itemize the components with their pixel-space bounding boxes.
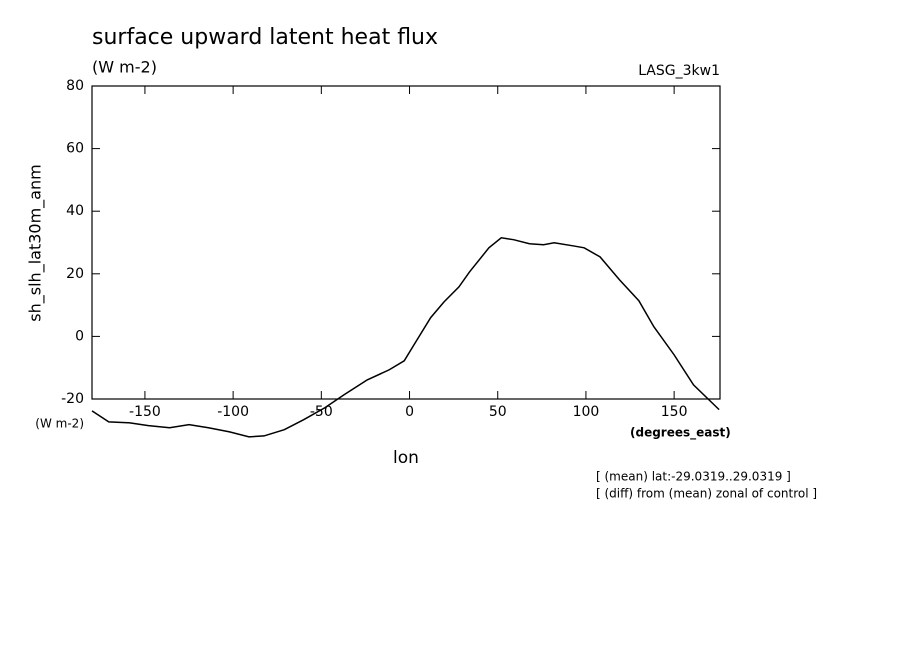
y-tick-label: 20 xyxy=(66,266,84,282)
x-tick-label: -100 xyxy=(217,404,249,420)
x-axis-label: lon xyxy=(393,448,419,468)
data-line xyxy=(91,237,720,438)
x-units: (degrees_east) xyxy=(630,426,731,441)
x-tick-label: 0 xyxy=(405,404,414,420)
y-units: (W m-2) xyxy=(35,417,84,431)
y-tick-label: -20 xyxy=(61,391,84,407)
plot-frame xyxy=(91,85,721,400)
y-tick-label: 60 xyxy=(66,141,84,157)
chart-title: surface upward latent heat flux xyxy=(92,25,438,50)
dataset-label: LASG_3kw1 xyxy=(638,63,720,79)
x-tick-label: 150 xyxy=(661,404,688,420)
note: [ (diff) from (mean) zonal of control ] xyxy=(596,487,817,501)
chart-subtitle: (W m-2) xyxy=(92,58,157,77)
x-tick-label: 100 xyxy=(573,404,600,420)
y-tick-label: 40 xyxy=(66,203,84,219)
x-tick-label: -150 xyxy=(129,404,161,420)
y-tick-label: 0 xyxy=(75,328,84,344)
note: [ (mean) lat:-29.0319..29.0319 ] xyxy=(596,470,791,484)
y-tick-label: 80 xyxy=(66,78,84,94)
x-tick-label: -50 xyxy=(310,404,333,420)
y-axis-label: sh_slh_lat30m_anm xyxy=(26,164,46,321)
x-tick-label: 50 xyxy=(489,404,507,420)
